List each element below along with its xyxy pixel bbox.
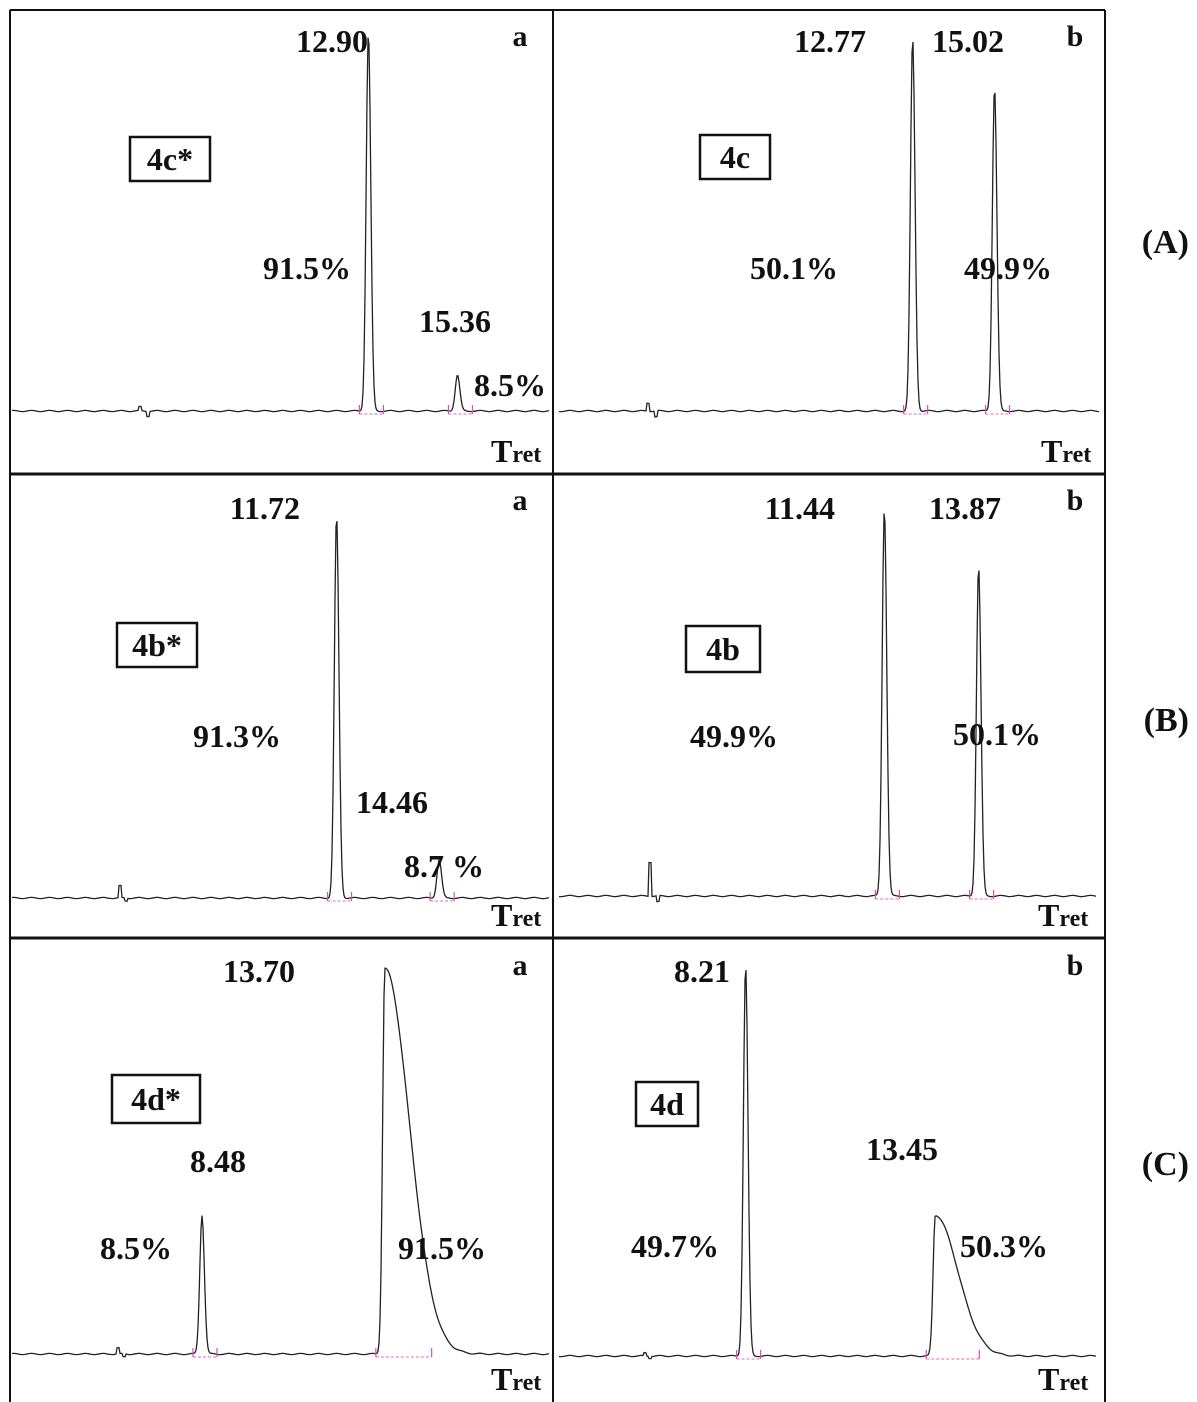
area-percent-label: 8.5% [100, 1230, 172, 1266]
area-percent-label: 8.5% [474, 367, 546, 403]
area-percent-label: 49.9% [690, 718, 778, 754]
area-percent-label: 91.5% [263, 250, 351, 286]
retention-time-label: 13.87 [929, 490, 1001, 526]
sample-label: 4b [706, 631, 740, 667]
axis-label: Tret [1041, 433, 1091, 469]
area-percent-label: 8.7 % [404, 848, 484, 884]
axis-label: Tret [491, 433, 541, 469]
retention-time-label: 11.44 [765, 490, 835, 526]
chromatogram-trace [558, 41, 1100, 418]
area-percent-label: 49.9% [964, 250, 1052, 286]
panel-letter: a [513, 484, 528, 517]
row-label-b: (B) [1143, 702, 1189, 739]
sample-label: 4c [720, 139, 750, 175]
chromatogram-trace [11, 967, 550, 1358]
retention-time-label: 15.02 [932, 23, 1004, 59]
axis-label: Tret [491, 897, 541, 933]
chromatogram-trace [11, 37, 550, 418]
sample-label: 4d [650, 1086, 684, 1122]
area-percent-label: 50.1% [953, 716, 1041, 752]
retention-time-label: 12.77 [794, 23, 866, 59]
retention-time-label: 13.70 [223, 953, 295, 989]
area-percent-label: 50.3% [960, 1228, 1048, 1264]
sample-box [115, 621, 199, 669]
area-percent-label: 50.1% [750, 250, 838, 286]
row-label-a: (A) [1141, 224, 1189, 261]
sample-box [684, 624, 762, 674]
sample-label: 4c* [147, 141, 193, 177]
sample-box [128, 135, 212, 183]
panel-letter: a [513, 20, 528, 53]
retention-time-label: 12.90 [296, 23, 368, 59]
retention-time-label: 8.48 [190, 1143, 246, 1179]
retention-time-label: 8.21 [674, 953, 730, 989]
sample-box [698, 133, 772, 181]
chromatogram-trace [11, 520, 550, 903]
retention-time-label: 15.36 [419, 303, 491, 339]
panel-letter: b [1067, 484, 1084, 517]
retention-time-label: 11.72 [230, 490, 300, 526]
area-percent-label: 91.5% [398, 1230, 486, 1266]
sample-box [110, 1073, 202, 1125]
axis-label: Tret [1038, 1361, 1088, 1397]
sample-label: 4b* [132, 627, 182, 663]
axis-label: Tret [1038, 897, 1088, 933]
sample-box [634, 1080, 700, 1128]
sample-label: 4d* [131, 1081, 181, 1117]
retention-time-label: 14.46 [356, 784, 428, 820]
panel-letter: b [1067, 20, 1084, 53]
area-percent-label: 91.3% [193, 718, 281, 754]
retention-time-label: 13.45 [866, 1131, 938, 1167]
panel-letter: a [513, 949, 528, 982]
area-percent-label: 49.7% [631, 1228, 719, 1264]
chromatogram-trace [558, 970, 1097, 1360]
axis-label: Tret [491, 1361, 541, 1397]
chromatogram-trace [558, 513, 1097, 903]
panel-letter: b [1067, 949, 1084, 982]
row-label-c: (C) [1141, 1146, 1189, 1183]
